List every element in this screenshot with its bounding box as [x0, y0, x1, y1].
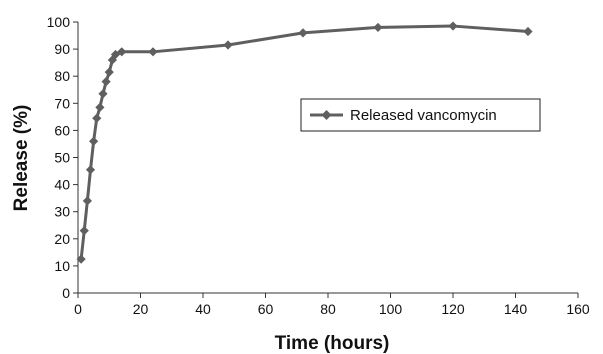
y-axis-title: Release (%) [11, 105, 32, 212]
data-point [298, 28, 308, 38]
legend-marker-sample [321, 110, 332, 120]
data-point [104, 67, 114, 77]
data-point [92, 113, 102, 123]
y-tick-label: 70 [54, 95, 70, 111]
y-tick-label: 60 [54, 122, 70, 138]
y-tick-label: 90 [54, 41, 70, 57]
x-tick-label: 160 [566, 301, 590, 317]
y-tick-label: 40 [54, 177, 70, 193]
y-tick-label: 50 [54, 150, 70, 166]
y-tick-label: 30 [54, 204, 70, 220]
data-point [110, 49, 121, 60]
data-point [82, 196, 92, 206]
data-point [95, 102, 105, 112]
x-tick-label: 40 [195, 301, 211, 317]
series-layer [76, 21, 533, 264]
data-point [223, 40, 233, 50]
x-tick-label: 120 [441, 301, 465, 317]
x-axis-ticks: 0 20 40 60 80 100 120 140 160 [74, 293, 590, 317]
data-point [117, 47, 127, 57]
data-point [76, 254, 86, 264]
data-point [85, 165, 96, 175]
data-point [523, 26, 533, 37]
y-tick-label: 80 [54, 68, 70, 84]
data-point [448, 21, 458, 31]
x-tick-label: 100 [379, 301, 403, 317]
y-tick-label: 0 [62, 285, 70, 301]
x-tick-label: 0 [74, 301, 82, 317]
x-axis-title: Time (hours) [275, 333, 390, 354]
series-line [79, 24, 529, 260]
y-tick-label: 100 [47, 14, 71, 30]
y-axis-ticks: 0 10 20 30 40 50 60 70 80 90 100 [47, 14, 78, 301]
legend: Released vancomycin [300, 98, 541, 132]
x-tick-label: 140 [504, 301, 528, 317]
legend-label: Released vancomycin [350, 107, 497, 124]
data-point [79, 226, 89, 236]
data-point [373, 22, 383, 33]
data-point [98, 89, 108, 99]
x-tick-label: 60 [258, 301, 274, 317]
x-tick-label: 20 [133, 301, 149, 317]
y-tick-label: 10 [54, 258, 70, 274]
x-tick-label: 80 [320, 301, 336, 317]
data-point [148, 47, 158, 57]
data-point [89, 136, 99, 146]
data-point [101, 77, 111, 87]
y-tick-label: 20 [54, 231, 70, 247]
